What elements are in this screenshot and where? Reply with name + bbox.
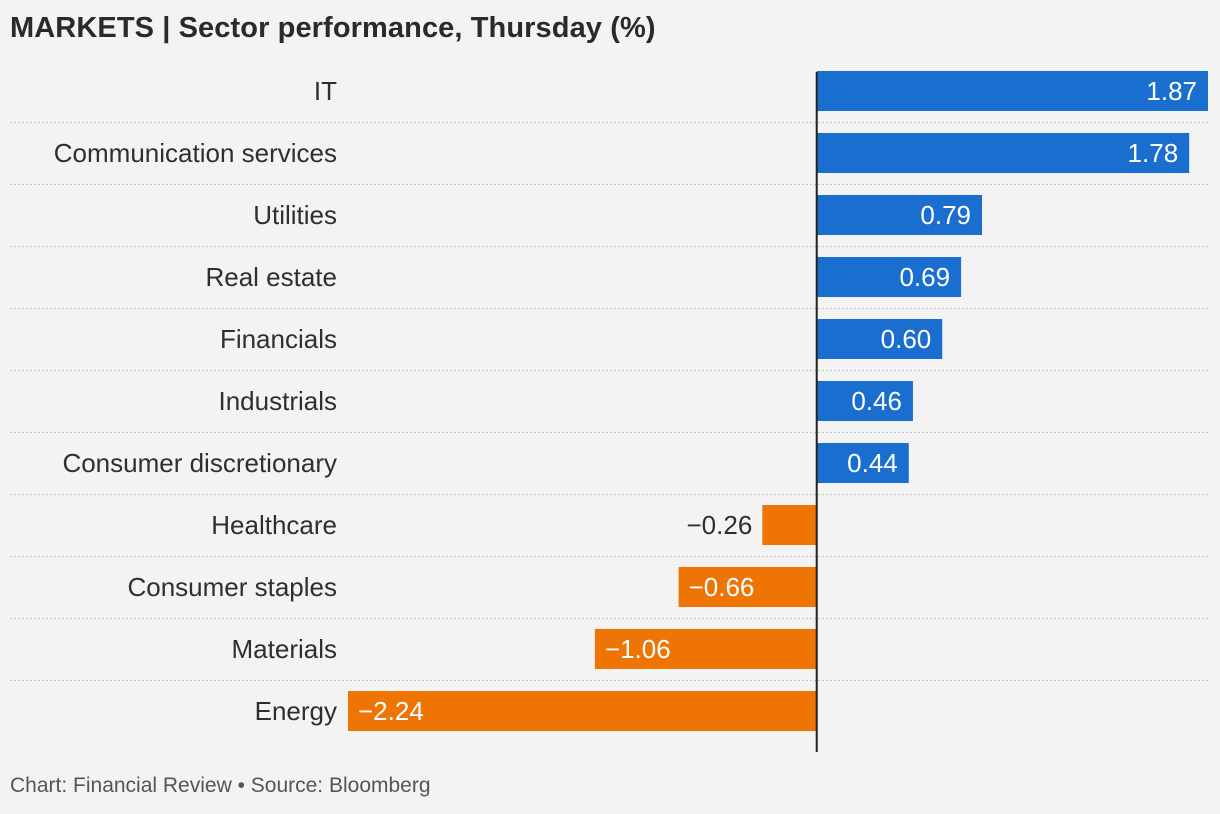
bar-communication-services (816, 133, 1190, 173)
category-label-communication-services: Communication services (54, 138, 337, 168)
category-label-industrials: Industrials (219, 386, 338, 416)
value-label-healthcare: −0.26 (687, 510, 753, 540)
category-label-it: IT (314, 76, 337, 106)
value-label-utilities: 0.79 (920, 200, 971, 230)
bar-consumer-discretionary (816, 443, 909, 483)
value-label-energy: −2.24 (358, 696, 424, 726)
category-label-healthcare: Healthcare (211, 510, 337, 540)
value-label-real-estate: 0.69 (899, 262, 950, 292)
chart-footer: Chart: Financial Review • Source: Bloomb… (10, 774, 431, 797)
value-label-industrials: 0.46 (851, 386, 902, 416)
value-labels: 1.87 1.78 0.79 0.69 0.60 0.46 0.44 −0.26 −0.66 −1… (358, 76, 1197, 726)
bar-industrials (816, 381, 913, 421)
bar-real-estate (816, 257, 962, 297)
category-label-materials: Materials (232, 634, 337, 664)
category-label-financials: Financials (220, 324, 337, 354)
category-label-utilities: Utilities (253, 200, 337, 230)
bar-energy (348, 691, 817, 731)
bar-it (816, 71, 1208, 111)
bars (348, 71, 1208, 731)
category-labels: IT Communication services Utilities Real es… (54, 76, 337, 726)
category-label-consumer-discretionary: Consumer discretionary (62, 448, 337, 478)
value-label-it: 1.87 (1146, 76, 1197, 106)
bar-healthcare (762, 505, 817, 545)
grid-lines (10, 121, 1210, 682)
value-label-communication-services: 1.78 (1128, 138, 1179, 168)
bar-materials (594, 629, 817, 669)
chart-title: MARKETS | Sector performance, Thursday (… (10, 12, 656, 44)
value-label-consumer-discretionary: 0.44 (847, 448, 898, 478)
category-label-energy: Energy (255, 696, 337, 726)
bar-financials (816, 319, 943, 359)
bar-consumer-staples (678, 567, 817, 607)
value-label-consumer-staples: −0.66 (689, 572, 755, 602)
bar-utilities (816, 195, 983, 235)
category-label-consumer-staples: Consumer staples (127, 572, 337, 602)
value-label-financials: 0.60 (881, 324, 932, 354)
value-label-materials: −1.06 (605, 634, 671, 664)
category-label-real-estate: Real estate (205, 262, 337, 292)
